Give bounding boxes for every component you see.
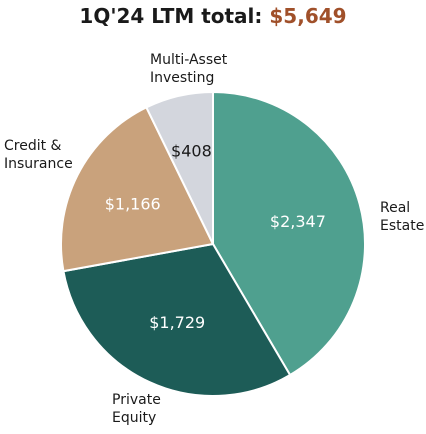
pie-slice-real-estate: [212, 90, 366, 377]
category-label-multi-asset-investing: Multi-Asset Investing: [150, 52, 228, 86]
chart-title-total: $5,649: [269, 4, 347, 28]
slice-value-label-real-estate: $2,347: [270, 212, 326, 231]
category-label-private-equity: Private Equity: [112, 392, 161, 426]
pie-slice-private-equity: [62, 242, 292, 398]
chart-title-prefix: 1Q'24 LTM total:: [79, 4, 263, 28]
category-label-credit-insurance: Credit & Insurance: [4, 138, 73, 172]
slice-value-label-private-equity: $1,729: [149, 313, 205, 332]
slice-value-label-multi-asset-investing: $408: [171, 142, 212, 161]
pie-slice-credit-insurance: [60, 106, 215, 273]
pie-slice-multi-asset-investing: [145, 90, 214, 245]
slice-value-label-credit-insurance: $1,166: [105, 194, 161, 213]
chart-title: 1Q'24 LTM total: $5,649: [0, 4, 426, 28]
category-label-real-estate: Real Estate: [380, 200, 424, 234]
